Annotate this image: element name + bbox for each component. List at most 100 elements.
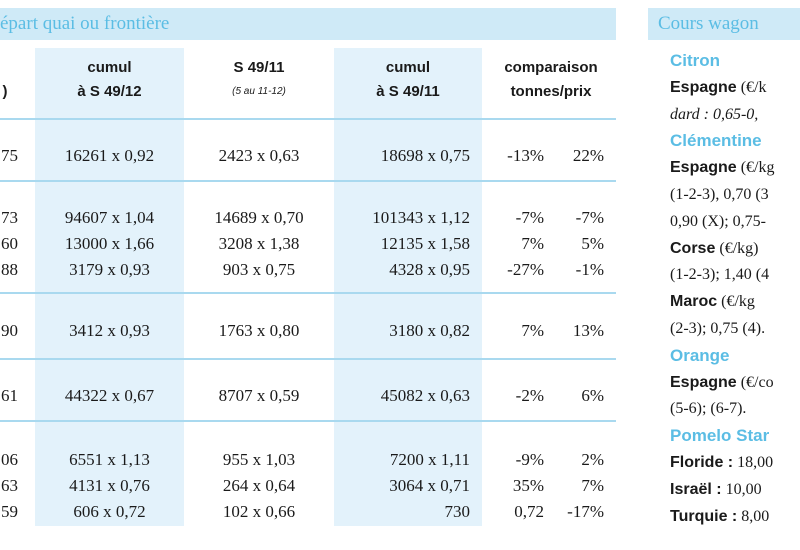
- fruit-heading: Pomelo Star: [670, 426, 770, 446]
- cell-cumul-11: 18698 x 0,75: [380, 146, 470, 165]
- cell-price: 2%: [581, 450, 604, 469]
- cell-s49-11: 2423 x 0,63: [218, 146, 300, 165]
- origin-label: Maroc: [670, 293, 718, 311]
- cell-cumul-11: 4328 x 0,95: [389, 260, 470, 279]
- cell-cumul-12: 13000 x 1,66: [64, 234, 155, 253]
- cell-cumul-11: 7200 x 1,11: [389, 450, 470, 469]
- price-detail: (€/kg: [736, 159, 775, 177]
- fruit-heading: Clémentine: [670, 131, 762, 151]
- cell-cumul-12: 44322 x 0,67: [64, 386, 155, 405]
- origin-label: Turquie :: [670, 507, 738, 525]
- column-shade-cumul-11: [334, 48, 482, 526]
- origin-label: Israël :: [670, 480, 722, 498]
- price-detail: (€/kg: [717, 293, 755, 311]
- origin-label: Espagne: [670, 159, 737, 177]
- cell-price: -1%: [575, 260, 604, 279]
- cell-partial: 59: [1, 502, 18, 521]
- cell-cumul-12: 3179 x 0,93: [69, 260, 150, 279]
- cell-cumul-11: 3064 x 0,71: [389, 476, 470, 495]
- price-line: Corse (€/kg): [670, 238, 758, 260]
- price-detail: 8,00: [737, 507, 770, 525]
- cell-price: -17%: [567, 502, 604, 521]
- cell-tonnes: 7%: [521, 234, 544, 253]
- cell-price: 13%: [572, 321, 604, 340]
- cell-tonnes: -2%: [515, 386, 544, 405]
- column-shade-cumul-12: [35, 48, 184, 526]
- cell-partial: 75: [1, 146, 18, 165]
- divider: [0, 358, 616, 360]
- cell-cumul-12: 3412 x 0,93: [69, 321, 150, 340]
- cell-price: 5%: [581, 234, 604, 253]
- cell-partial: 63: [1, 476, 18, 495]
- price-line: dard : 0,65-0,: [670, 105, 759, 123]
- price-detail: 18,00: [733, 454, 774, 471]
- cell-s49-11: 3208 x 1,38: [218, 234, 300, 253]
- col-head-comparison: comparaison tonnes/prix: [504, 59, 598, 100]
- col-head-cumul-s49-12: cumul à S 49/12: [77, 59, 142, 100]
- price-line: (1-2-3); 1,40 (4: [670, 266, 770, 284]
- col-head-partial: ): [2, 83, 8, 100]
- price-line: (5-6); (6-7).: [670, 400, 747, 418]
- cell-cumul-12: 16261 x 0,92: [64, 146, 155, 165]
- price-detail: (€/co: [736, 373, 774, 391]
- price-line: Floride : 18,00: [670, 452, 773, 474]
- wagon-header-banner: Cours wagon: [648, 8, 800, 40]
- price-detail: (€/kg): [715, 239, 759, 257]
- cell-cumul-11: 101343 x 1,12: [372, 208, 470, 227]
- price-line: (2-3); 0,75 (4).: [670, 320, 766, 337]
- cell-cumul-11: 45082 x 0,63: [380, 386, 470, 405]
- cell-tonnes: -13%: [507, 146, 544, 165]
- cell-partial: 06: [1, 450, 18, 469]
- fruit-heading: Orange: [670, 345, 730, 365]
- cell-price: 6%: [581, 386, 604, 405]
- cell-price: 7%: [581, 476, 604, 495]
- col-head-s49-11: S 49/11 (5 au 11-12): [232, 59, 286, 97]
- price-detail: 10,00: [721, 480, 762, 498]
- wagon-prices-panel: Cours wagon Citron Espagne (€/k dard : 0,6…: [648, 0, 800, 550]
- cell-tonnes: 0,72: [514, 502, 544, 521]
- cell-cumul-12: 6551 x 1,13: [69, 450, 150, 469]
- price-line: Maroc (€/kg: [670, 291, 755, 313]
- cell-partial: 60: [1, 234, 18, 253]
- table-header-banner: épart quai ou frontière: [0, 8, 616, 40]
- origin-label: Floride :: [670, 454, 734, 471]
- cell-partial: 88: [1, 260, 18, 279]
- cell-s49-11: 14689 x 0,70: [214, 208, 304, 227]
- divider: [0, 180, 616, 182]
- price-line: Espagne (€/co: [670, 372, 774, 394]
- cell-cumul-12: 94607 x 1,04: [64, 208, 155, 227]
- price-line: Espagne (€/k: [670, 77, 766, 99]
- cell-tonnes: 7%: [521, 321, 544, 340]
- cell-partial: 61: [1, 386, 18, 405]
- cell-cumul-11: 730: [444, 502, 471, 521]
- price-line: 0,90 (X); 0,75-: [670, 212, 766, 230]
- cell-s49-11: 1763 x 0,80: [218, 321, 300, 340]
- price-detail: (€/k: [736, 78, 767, 96]
- price-line: Israël : 10,00: [670, 479, 762, 501]
- cell-cumul-12: 606 x 0,72: [73, 502, 146, 521]
- cell-s49-11: 903 x 0,75: [222, 260, 296, 279]
- cell-tonnes: -7%: [515, 208, 544, 227]
- col-head-cumul-s49-11: cumul à S 49/11: [376, 59, 440, 100]
- price-line: (1-2-3), 0,70 (3: [670, 186, 769, 203]
- origin-label: Espagne: [670, 78, 737, 96]
- cell-price: -7%: [575, 208, 604, 227]
- cell-tonnes: 35%: [512, 476, 544, 495]
- price-line: Turquie : 8,00: [670, 506, 769, 528]
- cell-tonnes: -9%: [515, 450, 544, 469]
- cell-price: 22%: [572, 146, 604, 165]
- cell-s49-11: 264 x 0,64: [222, 476, 296, 495]
- origin-label: Espagne: [670, 373, 737, 391]
- cell-s49-11: 955 x 1,03: [222, 450, 296, 469]
- cell-partial: 90: [1, 321, 18, 340]
- cell-partial: 73: [1, 208, 18, 227]
- cell-cumul-11: 3180 x 0,82: [389, 321, 470, 340]
- cell-cumul-11: 12135 x 1,58: [380, 234, 470, 253]
- shipment-table-panel: épart quai ou frontière ) cumul à S 49/1…: [0, 8, 616, 526]
- fruit-heading: Citron: [670, 51, 721, 70]
- divider: [0, 118, 616, 120]
- cell-s49-11: 102 x 0,66: [222, 502, 296, 521]
- price-line: Espagne (€/kg: [670, 157, 774, 179]
- divider: [0, 292, 616, 294]
- cell-s49-11: 8707 x 0,59: [218, 386, 300, 405]
